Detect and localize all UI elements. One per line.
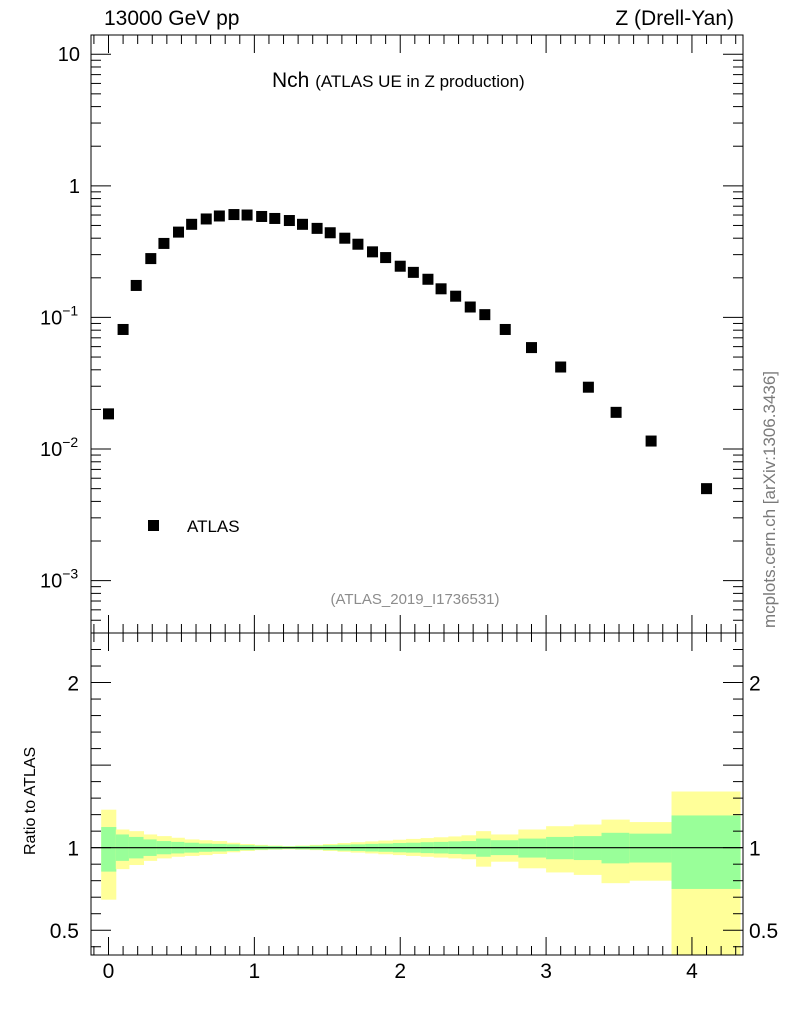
x-tick-label: 3 [540,960,552,983]
data-point [296,218,308,230]
data-point [130,279,142,291]
x-tick-label: 4 [686,960,698,983]
data-point [582,381,594,393]
data-point [173,226,185,238]
data-point [479,309,491,321]
axis-ticks [91,35,743,955]
main-data-points [103,209,713,495]
data-point [352,238,364,250]
plot-title: Nch (ATLAS UE in Z production) [272,69,525,92]
ratio-y-tick-label-right: 0.5 [749,920,778,943]
data-point [555,361,567,373]
y-tick-label: 1 [69,176,80,198]
x-tick-label: 0 [103,960,115,983]
data-point [645,435,657,447]
process-label: Z (Drell-Yan) [615,7,734,30]
data-point [407,266,419,278]
stat-uncertainty-band [101,827,117,872]
y-tick-label: 10−1 [40,302,78,329]
data-point [158,237,170,249]
ratio-plot-frame [90,632,744,956]
data-point [394,260,406,272]
energy-label: 13000 GeV pp [104,7,240,30]
x-tick-label: 2 [394,960,406,983]
stat-uncertainty-band [671,815,741,889]
data-point [324,227,336,239]
data-point [241,209,253,221]
legend-label: ATLAS [187,517,240,536]
data-point [145,253,157,265]
ratio-y-tick-label-left: 1 [67,838,79,861]
data-point [422,273,434,285]
data-point [117,323,129,335]
main-plot-frame [90,34,744,634]
y-tick-label: 10 [58,44,80,66]
data-point [526,342,538,354]
y-tick-label: 10−2 [40,434,78,461]
data-point [701,483,713,495]
legend-marker [148,520,159,531]
ratio-y-tick-label-right: 2 [749,673,761,696]
data-point [283,215,295,227]
x-tick-label: 1 [249,960,261,983]
data-point [213,210,225,222]
data-point [499,323,511,335]
ratio-y-tick-label-right: 1 [749,838,761,861]
data-point [103,408,115,420]
data-point [450,290,462,302]
ratio-y-tick-label-left: 0.5 [50,920,79,943]
data-point [380,252,392,264]
data-point [200,213,212,225]
analysis-id: (ATLAS_2019_I1736531) [330,591,499,608]
data-point [269,212,281,224]
plot-frames [90,34,744,956]
data-point [186,218,198,230]
data-point [311,222,323,234]
y-tick-label: 10−3 [40,566,78,593]
data-point [228,209,240,221]
data-point [610,406,622,418]
data-point [464,301,476,313]
ratio-y-tick-label-left: 2 [67,673,79,696]
ratio-bands [101,791,741,955]
data-point [339,232,351,244]
data-point [435,283,447,295]
data-point [256,210,268,222]
data-point [367,246,379,258]
